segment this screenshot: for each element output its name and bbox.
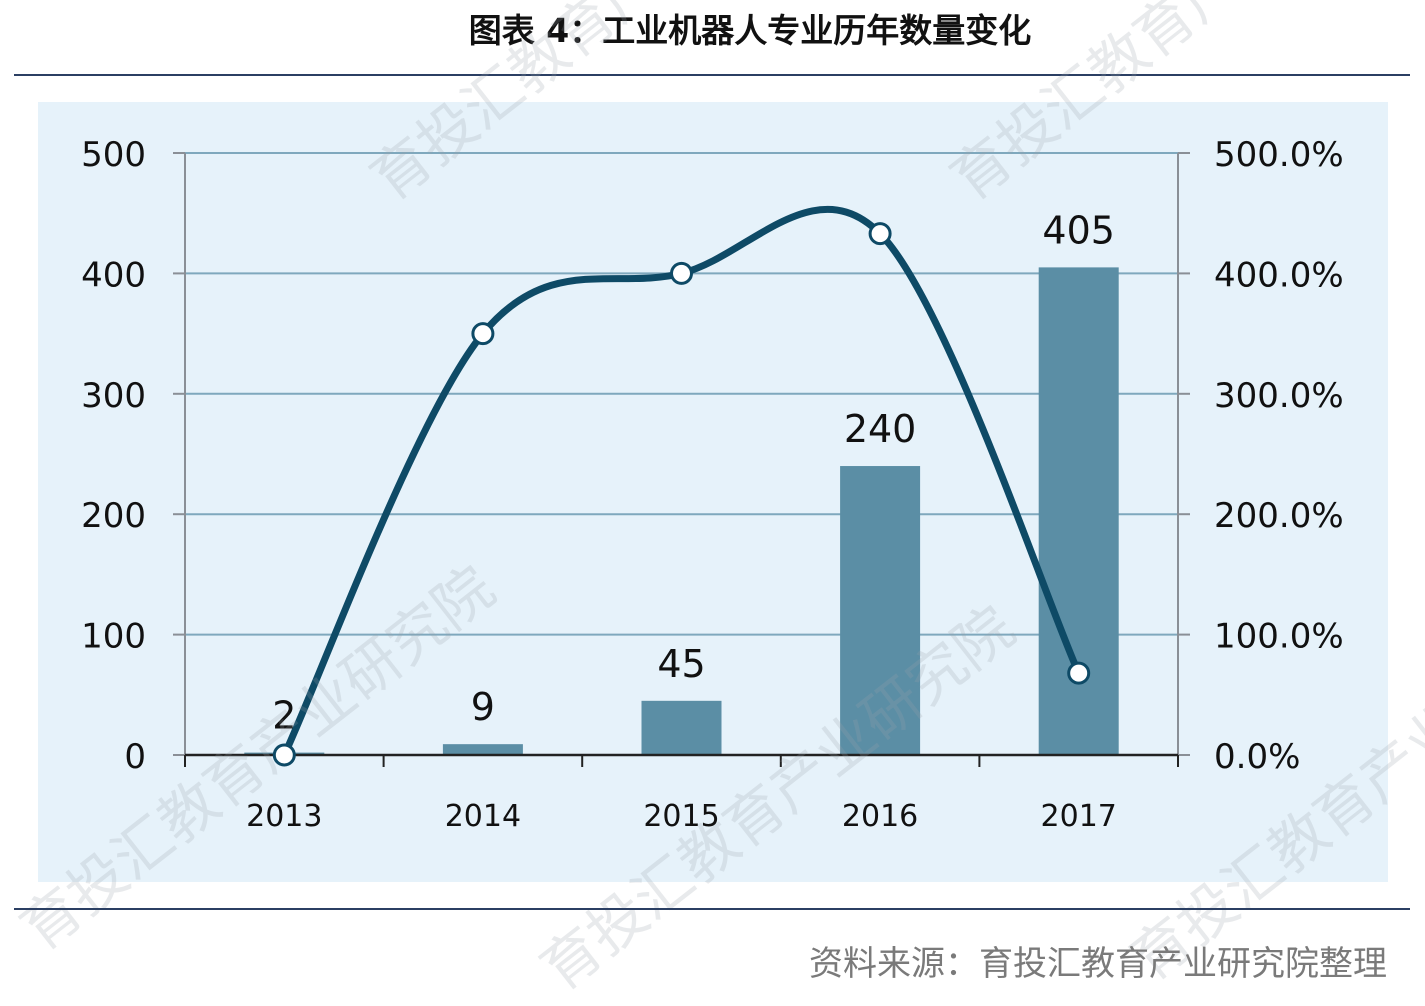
x-tick-label: 2013 bbox=[246, 799, 322, 834]
bar bbox=[442, 744, 523, 755]
chart-canvas: 0 100 200 300 400 500 0.0% 100.0% 200.0% 300.0% 40… bbox=[81, 135, 1344, 834]
y-left-tick-label: 0 bbox=[124, 737, 146, 777]
bar bbox=[840, 466, 921, 755]
y-right-tick-label: 0.0% bbox=[1214, 737, 1300, 777]
line-point bbox=[1067, 661, 1091, 685]
y-left-tick-label: 400 bbox=[81, 255, 146, 295]
y-right-tick-label: 200.0% bbox=[1214, 496, 1344, 536]
x-tick-label: 2014 bbox=[445, 799, 521, 834]
bar-data-label: 2 bbox=[272, 694, 296, 738]
bottom-divider bbox=[14, 908, 1410, 910]
x-tick-label: 2016 bbox=[842, 799, 918, 834]
top-divider bbox=[14, 74, 1410, 76]
y-right-tick-label: 500.0% bbox=[1214, 135, 1344, 175]
x-tick-label: 2017 bbox=[1041, 799, 1117, 834]
bar bbox=[641, 700, 722, 755]
line-point bbox=[272, 743, 296, 767]
y-left-tick-label: 300 bbox=[81, 376, 146, 416]
y-left-tick-label: 500 bbox=[81, 135, 146, 175]
x-tick-label: 2015 bbox=[643, 799, 719, 834]
line-point bbox=[868, 222, 892, 246]
y-right-tick-label: 100.0% bbox=[1214, 617, 1344, 657]
y-left-tick-label: 100 bbox=[81, 617, 146, 657]
bar-data-label: 9 bbox=[471, 685, 495, 729]
y-left-tick-label: 200 bbox=[81, 496, 146, 536]
bar-data-label: 405 bbox=[1042, 208, 1115, 252]
bar-data-label: 240 bbox=[844, 407, 917, 451]
y-right-tick-label: 300.0% bbox=[1214, 376, 1344, 416]
line-point bbox=[670, 261, 693, 285]
bar-data-label: 45 bbox=[657, 642, 705, 686]
y-right-tick-label: 400.0% bbox=[1214, 255, 1344, 295]
line-point bbox=[471, 322, 495, 346]
chart-title: 图表 4：工业机器人专业历年数量变化 bbox=[468, 11, 1032, 50]
source-note: 资料来源：育投汇教育产业研究院整理 bbox=[809, 944, 1387, 984]
